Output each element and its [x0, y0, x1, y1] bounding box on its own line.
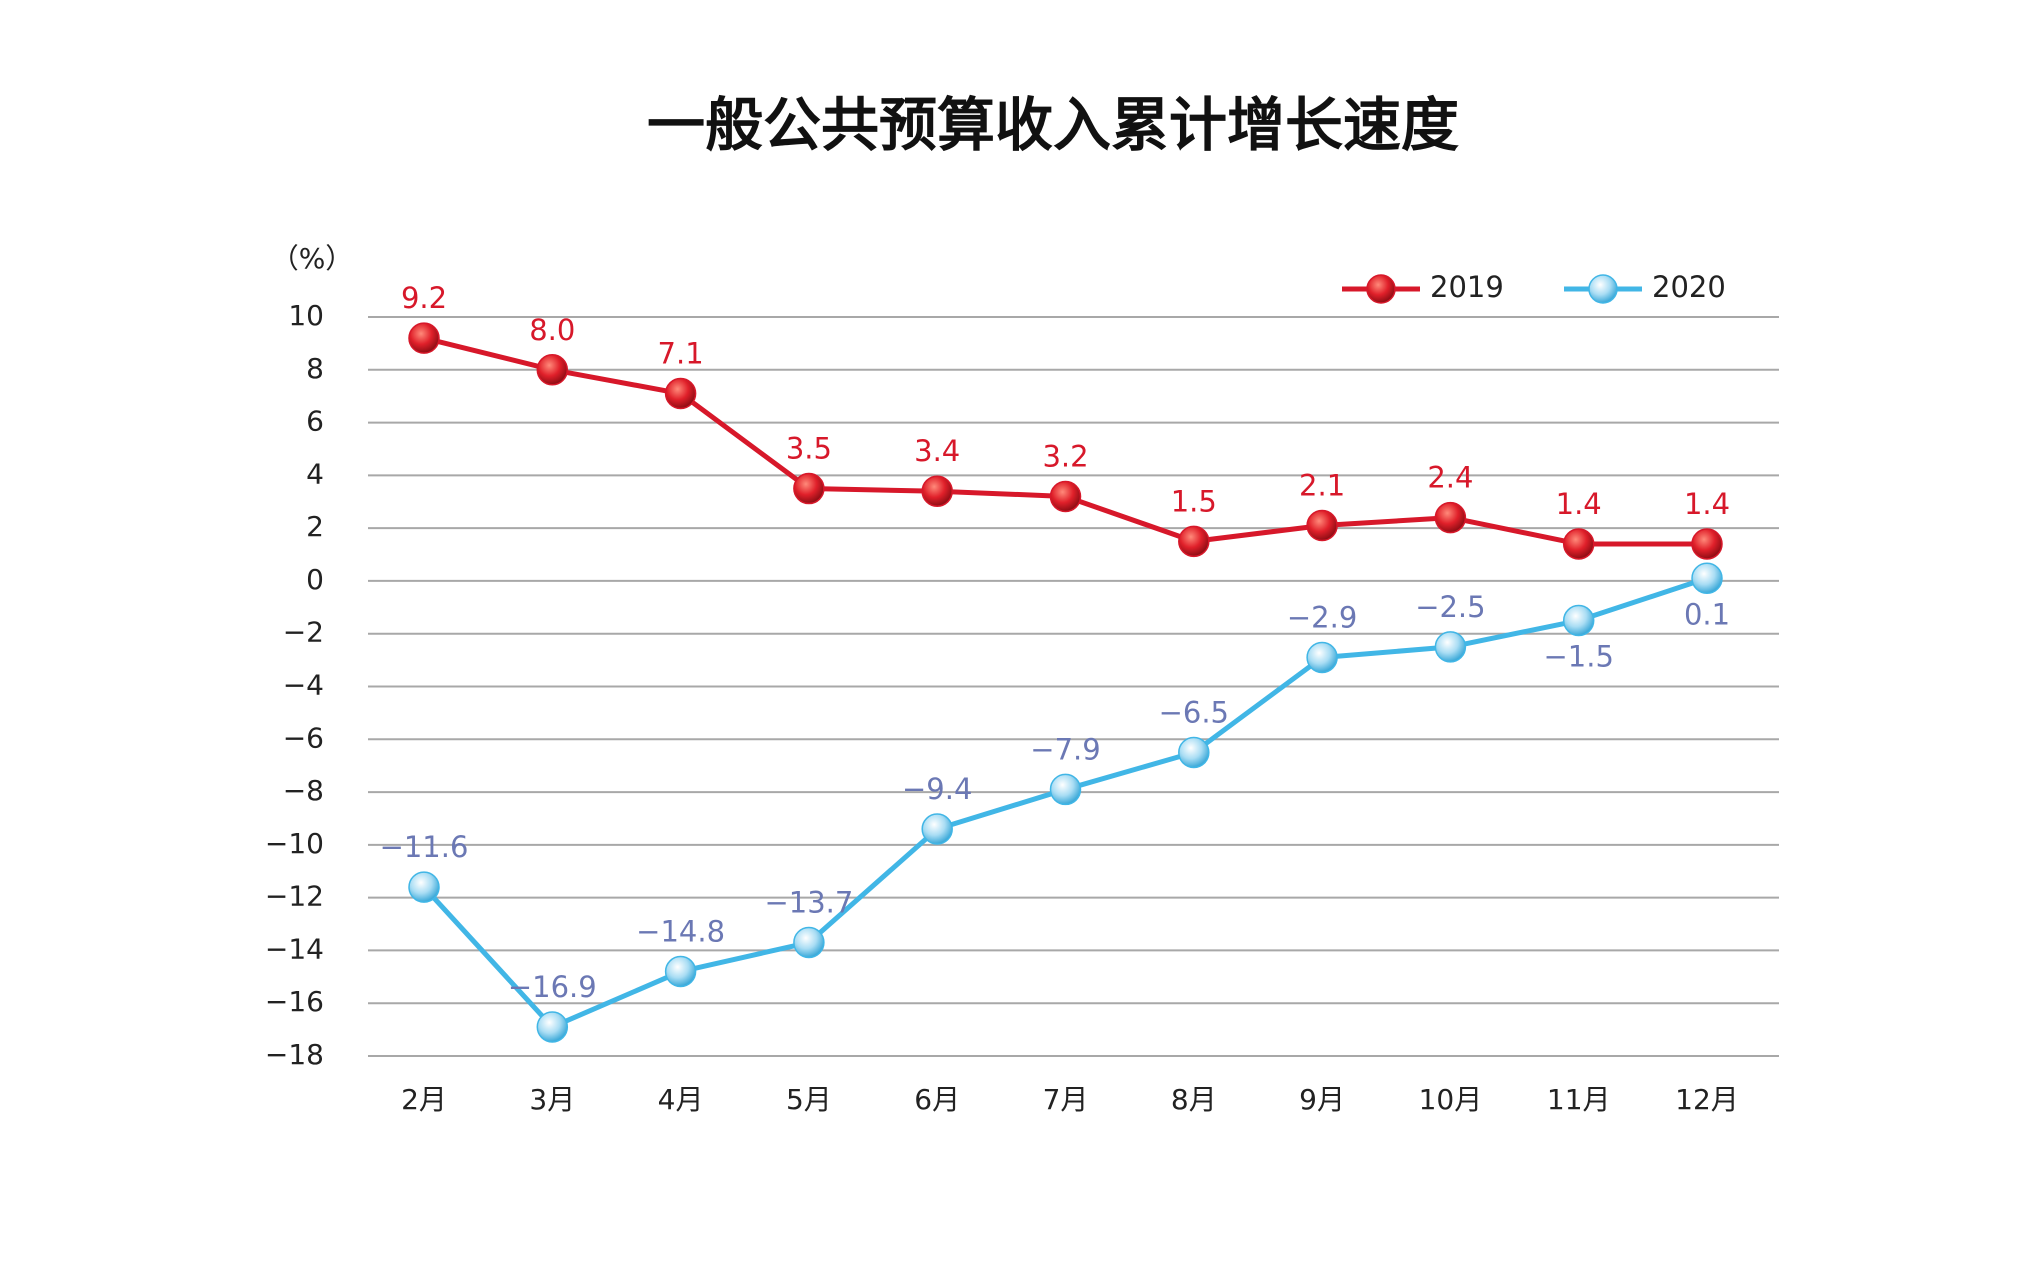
legend-label: 2020	[1652, 270, 1726, 304]
legend-marker	[1588, 274, 1618, 304]
y-tick-label: −2	[283, 616, 324, 649]
data-point	[408, 871, 440, 903]
data-label: 8.0	[529, 313, 575, 347]
y-tick-label: 6	[306, 405, 324, 438]
x-tick-label: 11月	[1547, 1083, 1611, 1116]
x-tick-label: 12月	[1675, 1083, 1739, 1116]
data-point	[536, 1011, 569, 1043]
data-point	[1178, 525, 1210, 558]
data-label: 0.1	[1684, 597, 1730, 631]
legend-label: 2019	[1430, 270, 1504, 304]
data-label: −6.5	[1159, 695, 1229, 729]
data-point	[1562, 528, 1595, 560]
y-tick-label: −18	[265, 1038, 324, 1071]
data-label: 9.2	[401, 281, 447, 315]
data-point	[921, 475, 953, 507]
x-tick-label: 5月	[786, 1083, 832, 1116]
y-tick-label: 2	[306, 510, 324, 543]
data-label: −2.9	[1287, 600, 1357, 634]
chart-title: 一般公共预算收入累计增长速度	[647, 91, 1459, 159]
y-axis-label: （%）	[271, 242, 354, 275]
x-tick-label: 10月	[1419, 1083, 1483, 1116]
y-tick-label: 10	[288, 299, 324, 332]
data-label: 7.1	[658, 337, 704, 371]
x-tick-label: 6月	[914, 1083, 960, 1116]
data-point	[1691, 562, 1723, 595]
y-tick-label: −16	[265, 985, 324, 1018]
data-label: −13.7	[764, 886, 853, 920]
data-point	[1562, 604, 1595, 637]
data-label: 1.4	[1556, 487, 1602, 521]
data-point	[1306, 641, 1338, 674]
data-label: 1.4	[1684, 487, 1730, 521]
data-point	[1691, 528, 1723, 560]
data-label: −1.5	[1543, 640, 1613, 674]
data-label: 3.4	[914, 434, 960, 468]
data-point	[408, 322, 440, 354]
data-point	[1178, 736, 1210, 769]
y-tick-label: −14	[265, 932, 324, 965]
data-point	[793, 472, 825, 505]
x-tick-label: 3月	[529, 1083, 575, 1116]
data-point	[1049, 773, 1082, 806]
data-point	[921, 813, 953, 845]
y-tick-label: 4	[306, 457, 324, 490]
y-tick-label: −8	[283, 774, 324, 807]
y-tick-label: −10	[265, 827, 324, 860]
data-point	[1434, 631, 1467, 663]
y-tick-label: −12	[265, 880, 324, 913]
data-point	[536, 354, 569, 386]
data-label: 2.1	[1299, 469, 1345, 503]
data-label: −14.8	[636, 915, 725, 949]
data-label: −9.4	[902, 772, 972, 806]
x-tick-label: 2月	[401, 1083, 447, 1116]
y-tick-label: −6	[283, 721, 324, 754]
x-tick-label: 4月	[658, 1083, 704, 1116]
data-point	[664, 955, 697, 988]
data-label: 3.5	[786, 432, 832, 466]
legend-marker	[1366, 274, 1396, 304]
x-tick-label: 7月	[1043, 1083, 1089, 1116]
data-label: −7.9	[1030, 732, 1100, 766]
x-tick-label: 8月	[1171, 1083, 1217, 1116]
data-label: 3.2	[1042, 439, 1088, 473]
data-point	[793, 926, 825, 959]
data-point	[1434, 501, 1467, 534]
data-point	[664, 377, 697, 410]
y-tick-label: −4	[283, 669, 324, 702]
data-label: 1.5	[1171, 484, 1217, 518]
data-label: −11.6	[380, 830, 469, 864]
y-tick-label: 8	[306, 352, 324, 385]
data-label: −2.5	[1415, 590, 1485, 624]
data-point	[1306, 509, 1338, 542]
data-label: 2.4	[1427, 461, 1473, 495]
x-tick-label: 9月	[1299, 1083, 1345, 1116]
data-point	[1049, 480, 1082, 513]
y-tick-label: 0	[306, 563, 324, 596]
data-label: −16.9	[508, 970, 597, 1004]
